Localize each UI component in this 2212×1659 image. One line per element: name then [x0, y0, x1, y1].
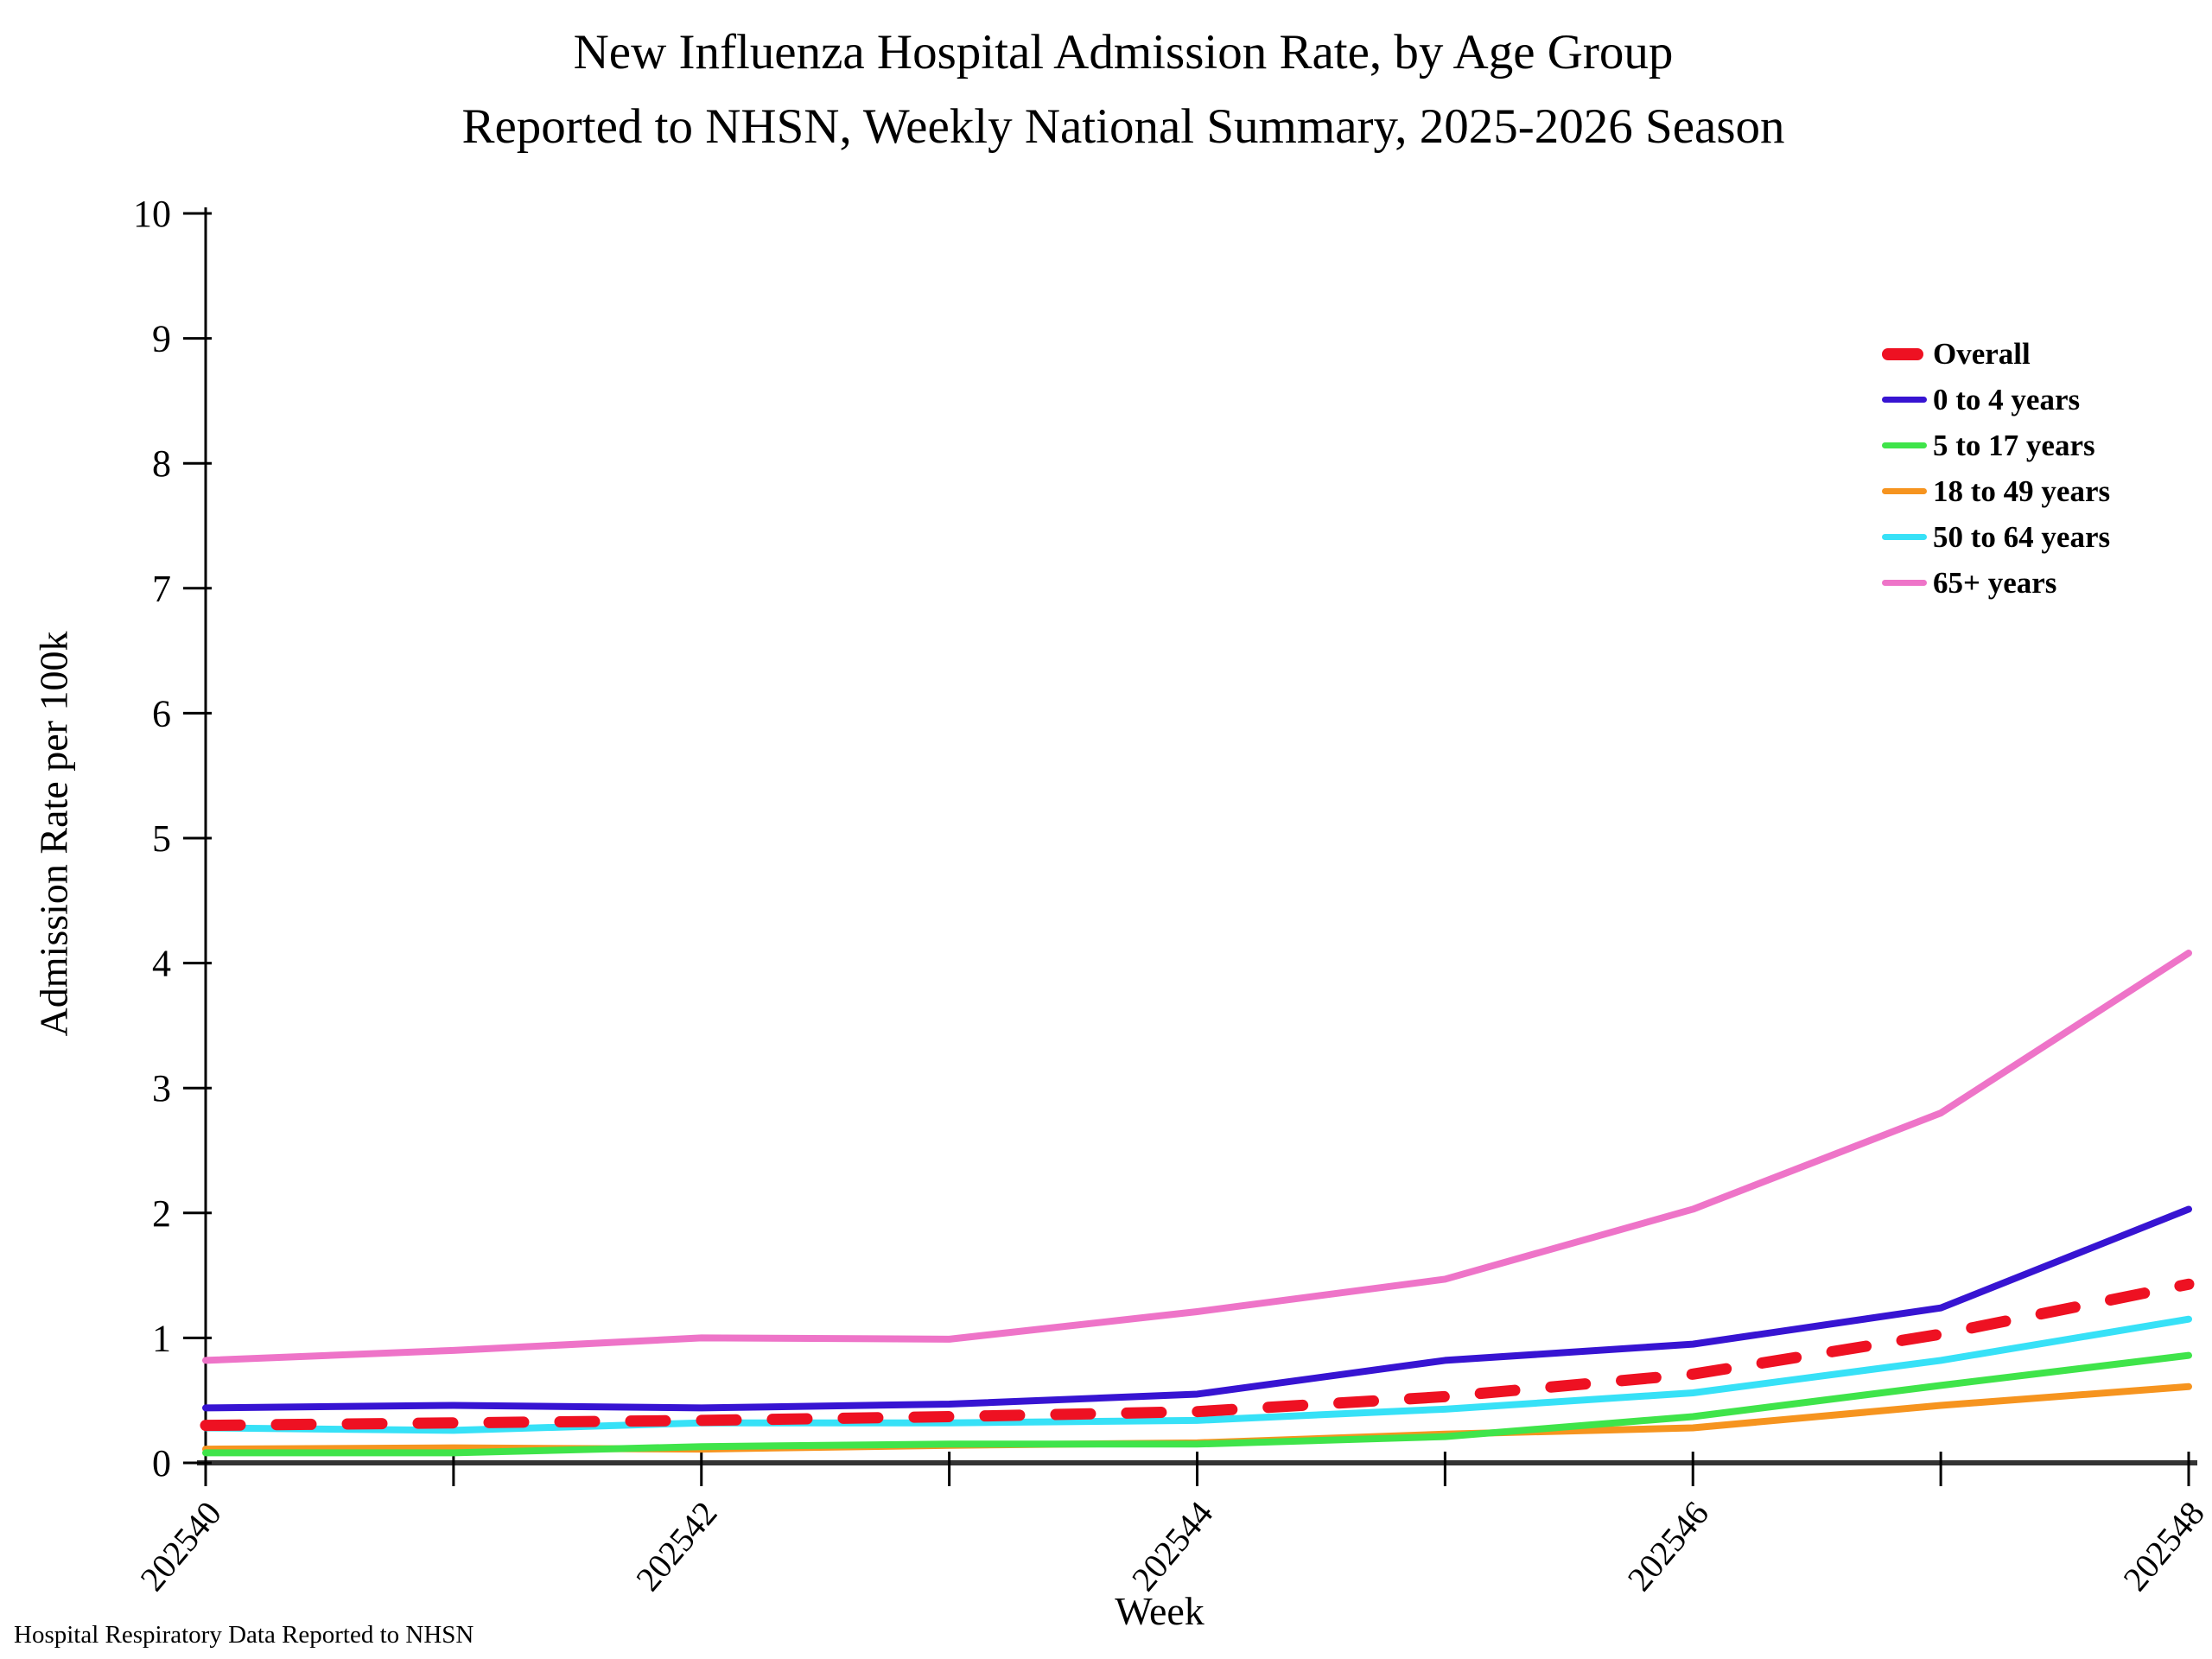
y-tick-label: 10 — [133, 193, 171, 235]
footer-source-note: Hospital Respiratory Data Reported to NH… — [14, 1621, 474, 1649]
legend-swatch-50-64 — [1882, 534, 1927, 540]
legend-item-overall: Overall — [1882, 331, 2110, 377]
legend-label: 0 to 4 years — [1933, 383, 2081, 416]
x-tick-label: 202544 — [1124, 1494, 1221, 1599]
y-tick-label: 0 — [152, 1442, 171, 1484]
x-tick-label: 202540 — [132, 1494, 229, 1599]
chart-title-line-2: Reported to NHSN, Weekly National Summar… — [461, 99, 1785, 154]
series-line-5-to-17-years — [202, 1351, 2192, 1457]
x-tick-label: 202548 — [2115, 1494, 2212, 1599]
legend-swatch-overall — [1882, 347, 1923, 360]
y-tick-label: 6 — [152, 692, 171, 734]
legend-item-65plus: 65+ years — [1882, 560, 2110, 606]
series-line-overall — [200, 1278, 2195, 1432]
legend-item-0-4: 0 to 4 years — [1882, 377, 2110, 423]
y-tick-label: 7 — [152, 568, 171, 610]
legend-item-5-17: 5 to 17 years — [1882, 423, 2110, 468]
legend-swatch-18-49 — [1882, 488, 1927, 494]
legend-label: 50 to 64 years — [1933, 520, 2111, 554]
series-line-50-to-64-years — [202, 1315, 2192, 1434]
legend-swatch-0-4 — [1882, 397, 1927, 403]
legend-label: 65+ years — [1933, 566, 2057, 600]
legend-label: 5 to 17 years — [1933, 429, 2095, 462]
x-tick-label: 202546 — [1620, 1494, 1717, 1599]
legend-label: 18 to 49 years — [1933, 474, 2111, 508]
x-axis-title: Week — [1115, 1589, 1205, 1633]
y-tick-label: 8 — [152, 442, 171, 485]
y-tick-label: 4 — [152, 943, 171, 985]
y-tick-label: 1 — [152, 1317, 171, 1359]
legend-item-50-64: 50 to 64 years — [1882, 514, 2110, 560]
chart-title-line-1: New Influenza Hospital Admission Rate, b… — [573, 25, 1674, 79]
y-tick-label: 2 — [152, 1192, 171, 1235]
legend-swatch-5-17 — [1882, 442, 1927, 448]
legend-swatch-65plus — [1882, 580, 1927, 586]
y-tick-label: 9 — [152, 318, 171, 360]
legend: Overall 0 to 4 years 5 to 17 years 18 to… — [1882, 331, 2110, 606]
x-tick-label: 202542 — [628, 1494, 725, 1599]
series-line-65-years — [202, 950, 2192, 1364]
legend-label: Overall — [1933, 337, 2031, 371]
legend-item-18-49: 18 to 49 years — [1882, 468, 2110, 514]
y-axis-title: Admission Rate per 100k — [31, 631, 76, 1037]
y-tick-label: 5 — [152, 817, 171, 860]
y-tick-label: 3 — [152, 1067, 171, 1109]
series-line-0-to-4-years — [202, 1205, 2192, 1412]
